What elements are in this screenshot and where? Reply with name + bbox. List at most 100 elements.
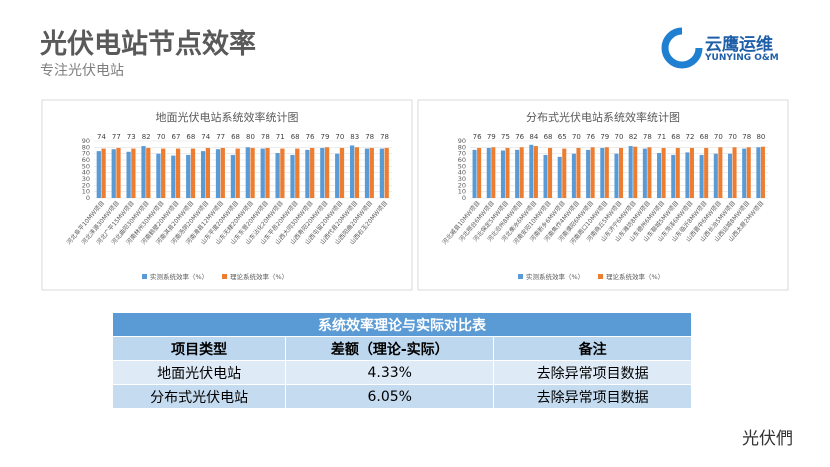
data-label: 65: [558, 133, 567, 141]
data-label: 75: [501, 133, 510, 141]
data-label: 80: [756, 133, 765, 141]
bar: [548, 147, 553, 198]
bar: [661, 147, 666, 198]
data-label: 83: [350, 133, 359, 141]
bar: [141, 146, 146, 198]
bar: [156, 153, 161, 198]
bar: [320, 147, 325, 198]
y-tick-label: 30: [458, 175, 466, 183]
bar: [369, 147, 374, 198]
data-label: 70: [615, 133, 624, 141]
bar: [310, 147, 315, 198]
y-tick-label: 50: [82, 162, 90, 170]
bar: [275, 153, 280, 198]
data-label: 68: [544, 133, 553, 141]
data-label: 70: [714, 133, 723, 141]
data-label: 72: [685, 133, 694, 141]
legend-label: 实测系统效率（%）: [150, 272, 208, 281]
table-header: 差额（理论-实际）: [285, 336, 495, 361]
data-label: 68: [291, 133, 300, 141]
bar: [675, 147, 680, 198]
bar: [486, 147, 491, 198]
y-tick-label: 50: [458, 162, 466, 170]
legend-label: 实测系统效率（%）: [526, 272, 584, 281]
table-cell: 4.33%: [285, 360, 495, 385]
y-tick-label: 40: [82, 169, 90, 177]
bar: [491, 147, 496, 198]
table-header: 备注: [493, 336, 692, 361]
bar: [756, 147, 761, 198]
bar: [354, 147, 360, 198]
slide-subtitle: 专注光伏电站: [40, 63, 124, 79]
legend-swatch: [142, 274, 147, 279]
legend-label: 理论系统效率（%）: [606, 272, 664, 281]
table-cell: 6.05%: [285, 384, 495, 409]
bar: [647, 147, 652, 198]
bar: [126, 151, 131, 198]
data-label: 74: [97, 133, 106, 141]
y-tick-label: 40: [458, 169, 466, 177]
data-label: 77: [216, 133, 225, 141]
bar: [699, 154, 704, 198]
table-cell: 分布式光伏电站: [111, 384, 287, 409]
bar: [529, 144, 534, 198]
bar: [161, 148, 166, 198]
data-label: 68: [186, 133, 195, 141]
data-label: 68: [700, 133, 709, 141]
data-label: 78: [261, 133, 270, 141]
bar: [604, 147, 609, 198]
y-tick-label: 20: [458, 181, 466, 189]
bar: [220, 147, 225, 198]
y-tick-label: 90: [82, 137, 90, 145]
data-label: 70: [572, 133, 581, 141]
logo-icon: [661, 27, 703, 69]
y-tick-label: 70: [82, 150, 90, 158]
data-label: 78: [380, 133, 389, 141]
bar: [576, 147, 581, 198]
data-label: 78: [742, 133, 751, 141]
bar: [685, 152, 690, 198]
bar: [543, 154, 548, 198]
bar: [205, 147, 211, 198]
bar: [190, 148, 196, 198]
bar: [324, 147, 330, 198]
bar: [519, 147, 524, 198]
bar: [111, 149, 116, 198]
data-label: 68: [231, 133, 240, 141]
bar: [305, 149, 310, 198]
bar: [335, 153, 340, 198]
data-label: 76: [473, 133, 482, 141]
data-label: 76: [586, 133, 595, 141]
bar: [505, 147, 510, 198]
bar: [171, 155, 176, 198]
data-label: 68: [671, 133, 680, 141]
bar: [349, 145, 355, 198]
bar: [628, 146, 633, 198]
bar: [642, 148, 647, 198]
data-label: 71: [657, 133, 666, 141]
bar: [280, 148, 285, 198]
y-tick-label: 60: [458, 156, 466, 164]
data-label: 78: [365, 133, 374, 141]
data-label: 77: [112, 133, 121, 141]
data-label: 79: [600, 133, 609, 141]
data-label: 82: [629, 133, 638, 141]
bar: [364, 148, 370, 198]
slide-title: 光伏电站节点效率: [40, 29, 256, 60]
bar: [657, 153, 662, 198]
bar: [671, 154, 676, 198]
y-tick-label: 60: [82, 156, 90, 164]
bar: [260, 148, 265, 198]
logo-name: 云鹰运维: [705, 35, 773, 55]
bar: [557, 156, 562, 198]
y-tick-label: 0: [462, 194, 466, 202]
data-label: 71: [276, 133, 285, 141]
bar: [186, 154, 191, 198]
bar: [339, 147, 345, 198]
y-tick-label: 10: [82, 188, 90, 196]
bar: [633, 146, 638, 198]
bar: [742, 148, 747, 198]
y-tick-label: 10: [458, 188, 466, 196]
